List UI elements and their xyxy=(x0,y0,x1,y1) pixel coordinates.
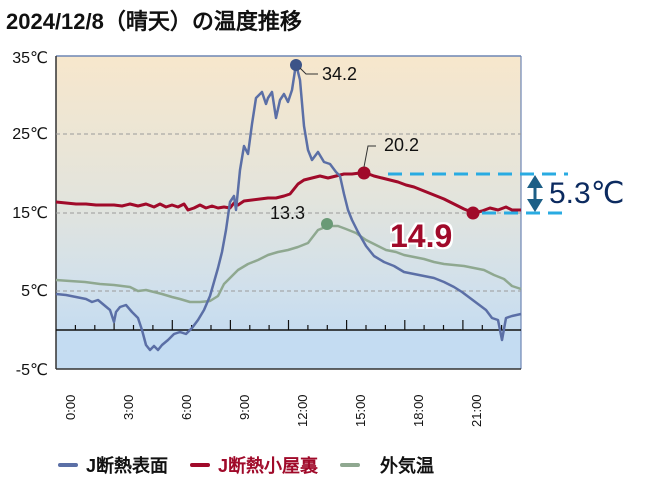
x-tick-0: 0:00 xyxy=(63,394,78,420)
legend-item-outdoor: 外気温 xyxy=(340,452,434,478)
y-tick-35: 35℃ xyxy=(12,50,48,67)
legend-label-surface: J断熱表面 xyxy=(86,456,169,476)
legend-swatch-outdoor xyxy=(340,463,361,467)
x-tick-3: 3:00 xyxy=(121,394,136,420)
series-attic-line xyxy=(55,171,521,215)
x-tick-12: 12:00 xyxy=(295,394,310,427)
legend-swatch-surface xyxy=(58,463,78,467)
legend-swatch-attic xyxy=(190,463,211,467)
legend-label-outdoor: 外気温 xyxy=(380,456,435,476)
legend-item-attic: J断熱小屋裏 xyxy=(190,452,318,478)
x-tick-21: 21:00 xyxy=(469,394,484,427)
marker-attic-min xyxy=(466,206,480,220)
label-attic-max: 20.2 xyxy=(384,135,420,155)
label-difference: 5.3℃ xyxy=(549,177,625,210)
label-attic-min: 14.9 xyxy=(390,218,453,254)
marker-attic-max xyxy=(357,166,371,180)
chart-title: 2024/12/8（晴天）の温度推移 xyxy=(6,9,302,34)
diff-guides xyxy=(388,172,568,215)
label-outdoor-max: 13.3 xyxy=(270,203,306,223)
y-tick-25: 25℃ xyxy=(12,126,48,143)
diff-arrow-icon xyxy=(527,175,543,212)
x-tick-15: 15:00 xyxy=(353,394,368,427)
below-zero-band xyxy=(56,330,521,369)
legend-item-surface: J断熱表面 xyxy=(58,452,168,478)
y-tick-5: 5℃ xyxy=(21,283,48,300)
legend-label-attic: J断熱小屋裏 xyxy=(218,456,319,476)
marker-surface-max xyxy=(290,59,302,71)
marker-outdoor-max xyxy=(321,218,333,230)
gridlines xyxy=(56,133,521,292)
y-tick-minus5: -5℃ xyxy=(15,362,48,379)
x-ticks xyxy=(74,320,503,330)
label-surface-max: 34.2 xyxy=(322,64,358,84)
x-tick-6: 6:00 xyxy=(179,394,194,420)
series-surface-line xyxy=(55,62,522,352)
legend: J断熱表面 J断熱小屋裏 外気温 xyxy=(58,452,456,478)
x-tick-9: 9:00 xyxy=(237,394,252,420)
series-outdoor-line xyxy=(55,224,522,304)
x-tick-18: 18:00 xyxy=(411,394,426,427)
y-tick-15: 15℃ xyxy=(12,205,48,222)
